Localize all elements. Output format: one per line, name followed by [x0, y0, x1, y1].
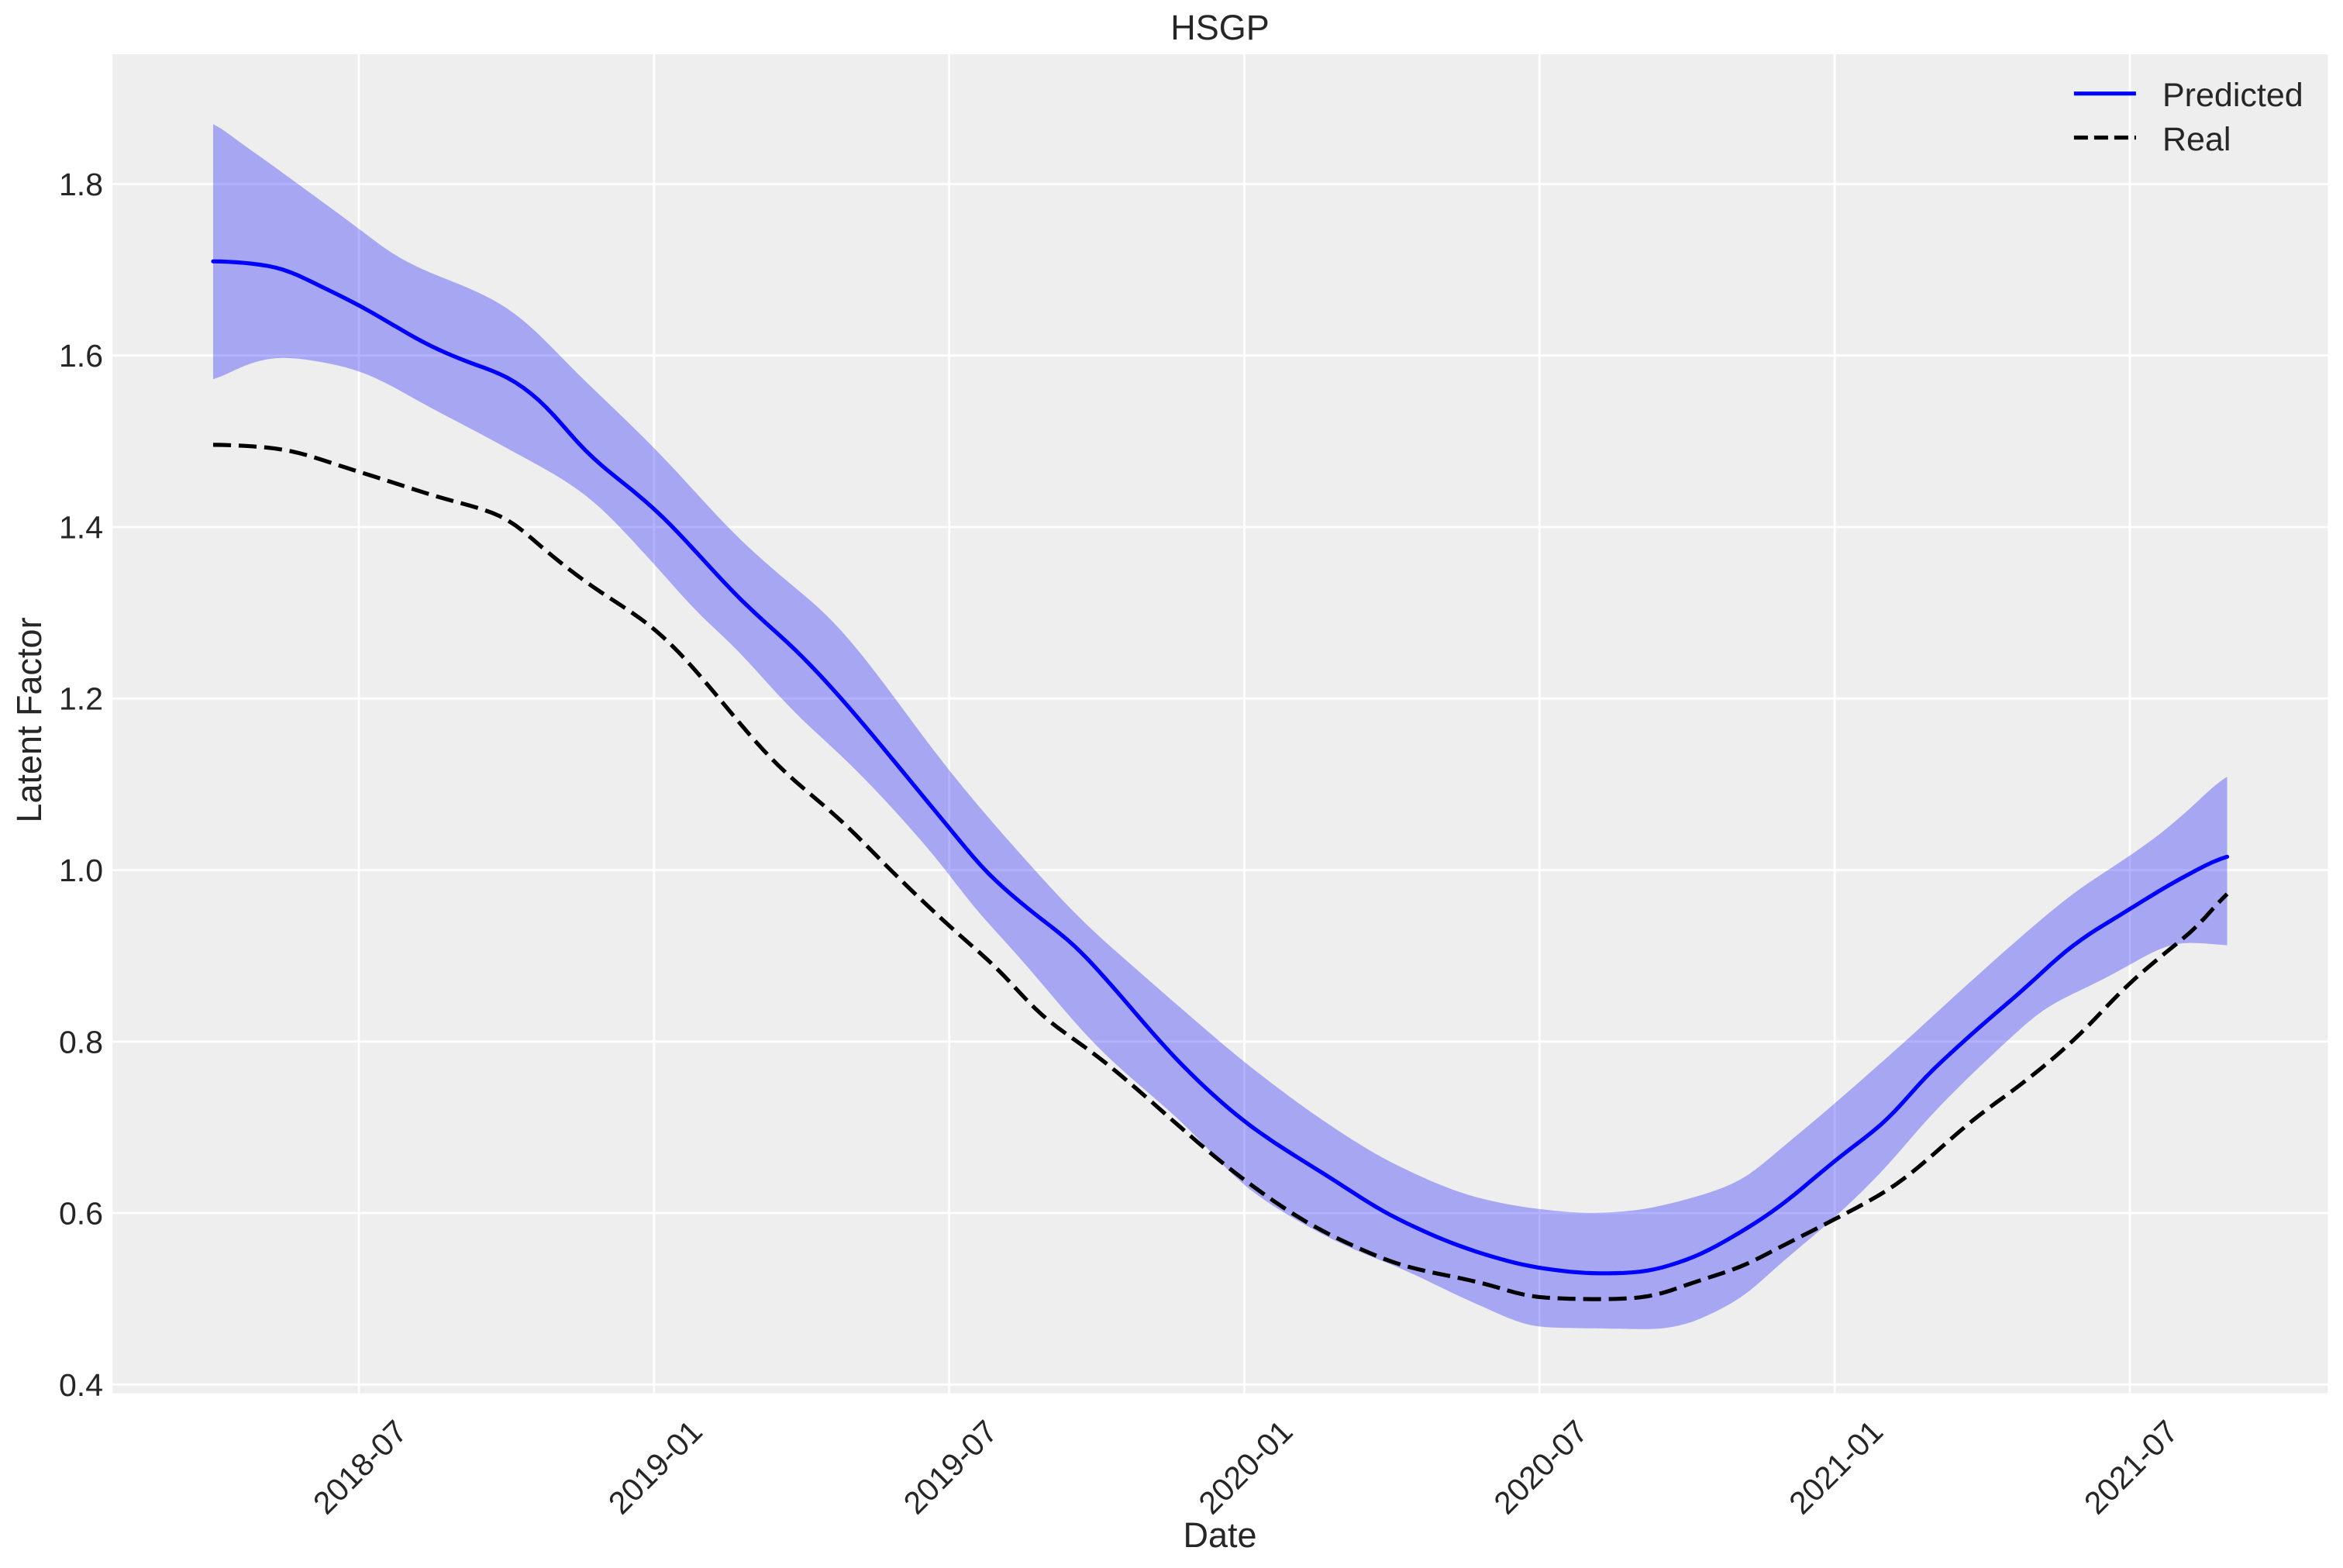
svg-text:1.4: 1.4 [59, 510, 103, 546]
svg-text:1.6: 1.6 [59, 338, 103, 374]
svg-text:Date: Date [1183, 1515, 1256, 1555]
svg-text:1.8: 1.8 [59, 167, 103, 202]
svg-text:Predicted: Predicted [2162, 77, 2303, 114]
svg-text:Real: Real [2162, 121, 2231, 158]
svg-text:1.0: 1.0 [59, 853, 103, 888]
svg-text:1.2: 1.2 [59, 681, 103, 717]
svg-text:0.8: 0.8 [59, 1024, 103, 1060]
svg-text:HSGP: HSGP [1170, 8, 1270, 47]
svg-text:0.4: 0.4 [59, 1367, 103, 1403]
svg-text:Latent Factor: Latent Factor [9, 617, 49, 822]
svg-text:0.6: 0.6 [59, 1196, 103, 1232]
